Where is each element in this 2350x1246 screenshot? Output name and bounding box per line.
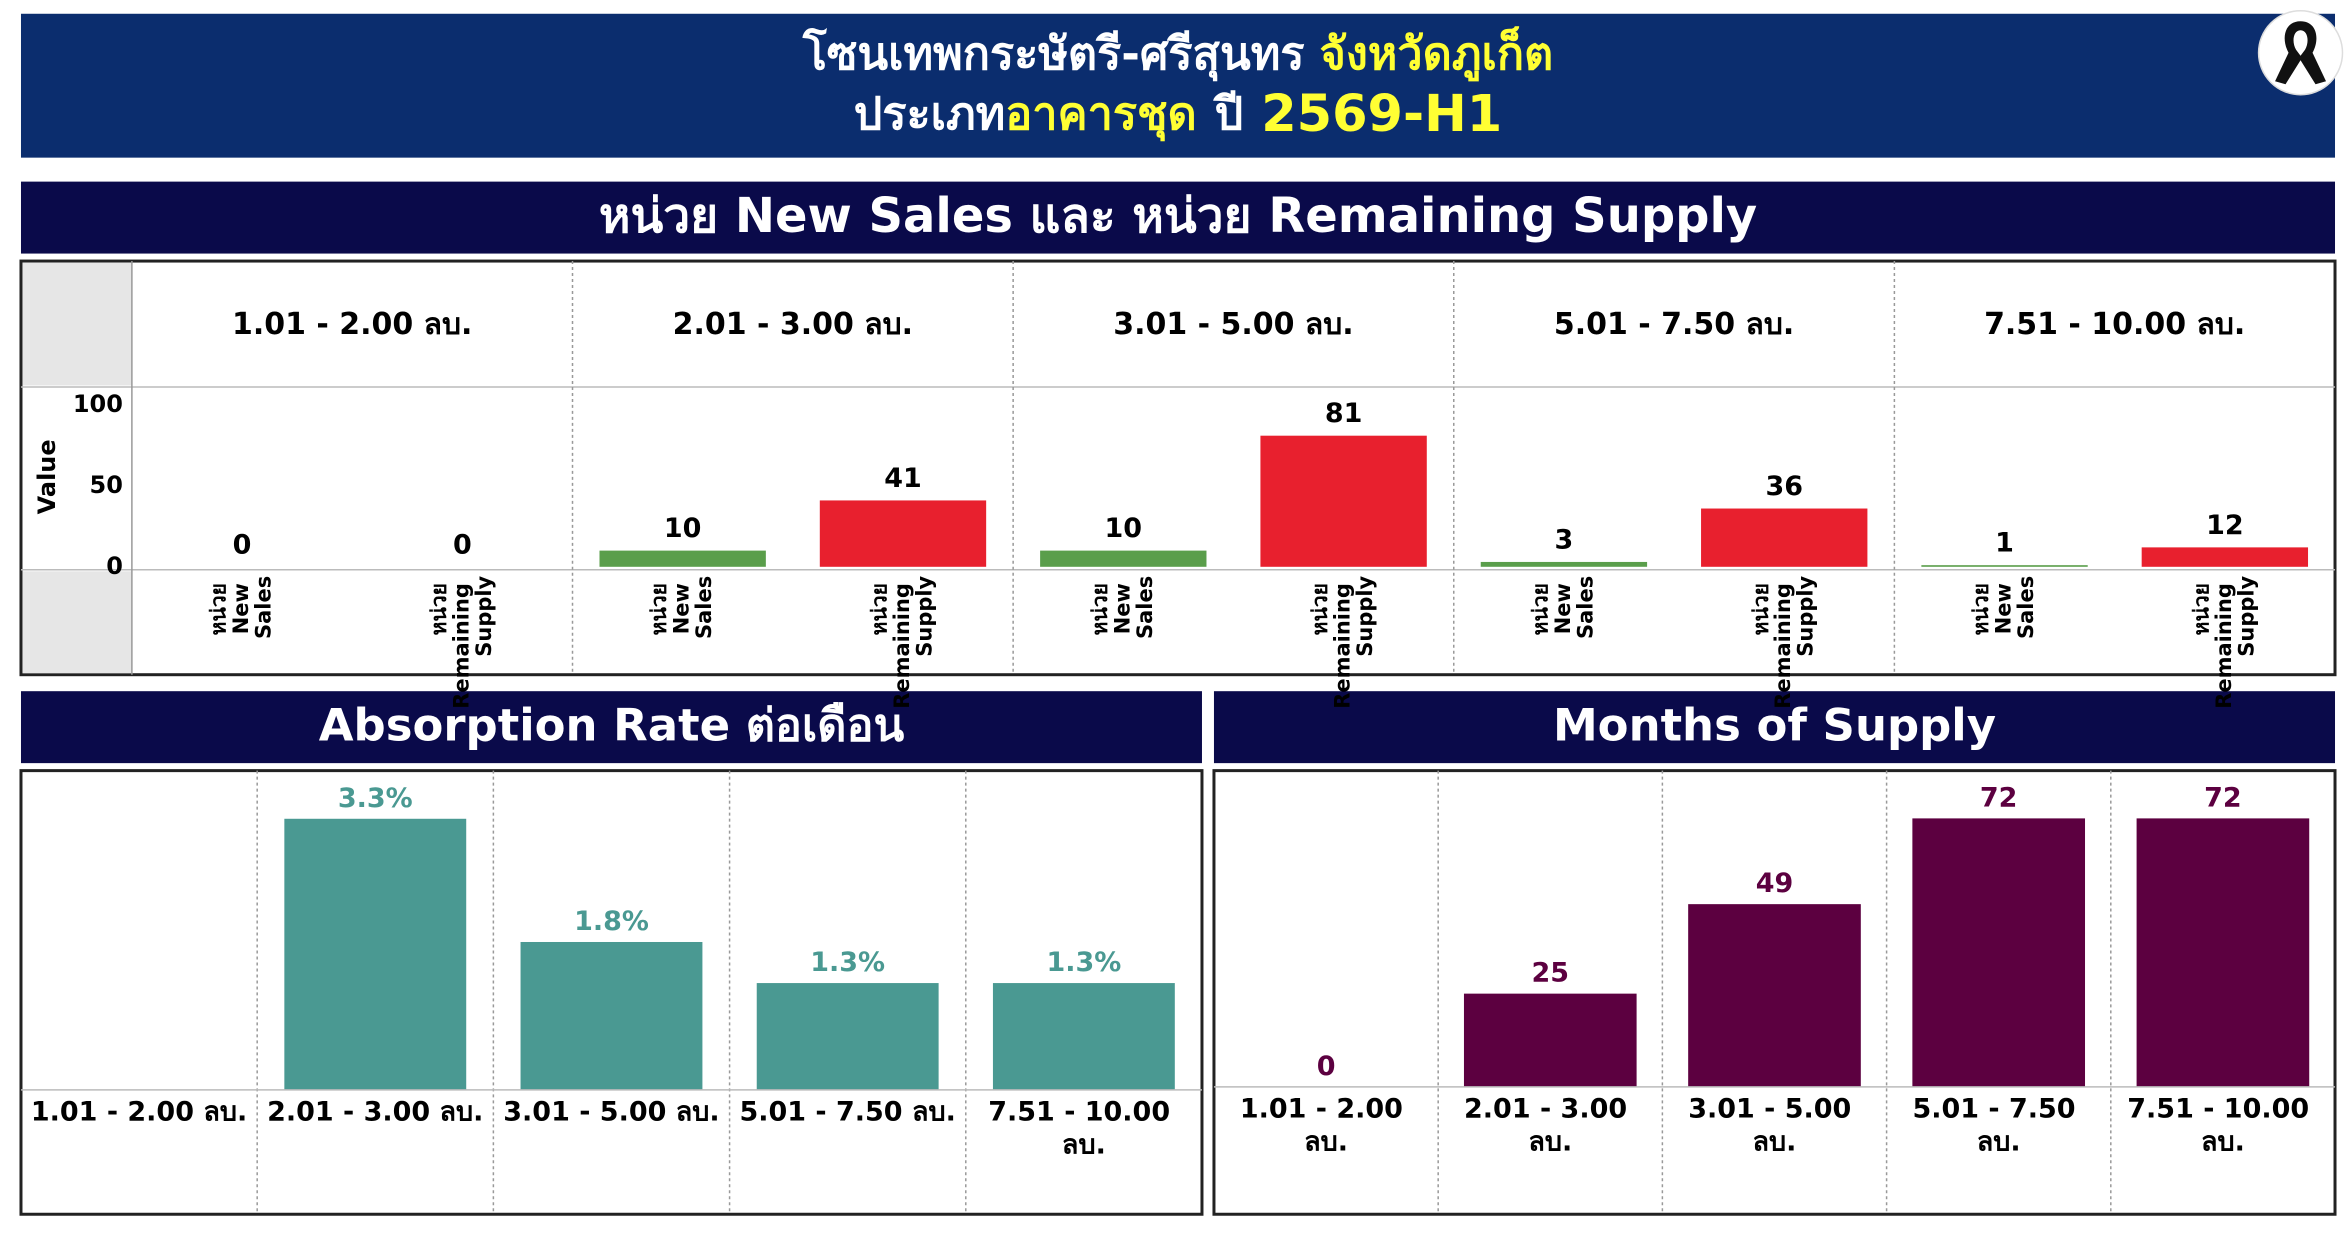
bar (1260, 435, 1427, 567)
x-tick-label: 1.01 - 2.00 ลบ. (31, 1096, 247, 1127)
section-title-band (20, 181, 2336, 254)
header-highlight: 2569-H1 (1261, 85, 1502, 144)
chart-title: หน่วย New Sales และ หน่วย Remaining Supp… (599, 188, 1757, 244)
y-tick-label: 100 (73, 390, 123, 418)
chart-frame (19, 259, 2337, 677)
header-text: โซนเทพกระษัตรี-ศรีสุนทร (802, 27, 1305, 82)
x-tick-label: หน่วย Remaining Supply (868, 575, 937, 708)
bar (520, 941, 703, 1090)
chart-title: Months of Supply (1553, 699, 1996, 752)
value-label: 10 (1105, 513, 1143, 544)
ribbon-icon (2275, 21, 2327, 85)
value-label: 72 (1980, 782, 2018, 813)
bar (1480, 561, 1648, 567)
x-tick-label: 5.01 - 7.50 ลบ. (1912, 1093, 2084, 1157)
x-tick-label: 3.01 - 5.00 ลบ. (503, 1096, 719, 1127)
value-label: 1.3% (810, 947, 885, 978)
value-label: 81 (1325, 398, 1363, 429)
bar (1040, 550, 1207, 567)
corner-cell (22, 571, 132, 674)
x-tick-label: หน่วย Remaining Supply (1749, 575, 1818, 708)
x-tick-label: 7.51 - 10.00 ลบ. (988, 1096, 1179, 1160)
y-tick-label: 0 (106, 552, 123, 580)
corner-cell (22, 262, 132, 386)
x-tick-label: 7.51 - 10.00 ลบ. (2127, 1093, 2318, 1157)
value-label: 3.3% (338, 783, 413, 814)
value-label: 72 (2204, 782, 2242, 813)
facet-label: 5.01 - 7.50 ลบ. (1554, 307, 1794, 342)
x-tick-label: 2.01 - 3.00 ลบ. (1464, 1093, 1636, 1157)
value-label: 49 (1756, 868, 1794, 899)
bar (1921, 565, 2088, 567)
x-tick-label: 1.01 - 2.00 ลบ. (1240, 1093, 1412, 1157)
section-title-band (20, 691, 1202, 764)
x-tick-label: หน่วย New Sales (1528, 576, 1597, 639)
x-tick-label: หน่วย New Sales (207, 576, 276, 639)
header-line2: ประเภทอาคารชุด ปี 2569-H1 (854, 85, 1502, 144)
header-text: ประเภท (854, 87, 1005, 140)
header-text: ปี (1213, 87, 1243, 140)
x-tick-label: 3.01 - 5.00 ลบ. (1688, 1093, 1860, 1157)
header-highlight: จังหวัดภูเก็ต (1319, 26, 1553, 82)
header-highlight: อาคารชุด (1005, 87, 1196, 142)
value-label: 0 (1317, 1051, 1336, 1082)
facet-label: 7.51 - 10.00 ลบ. (1984, 307, 2245, 342)
section-title-band (1213, 691, 2336, 764)
x-tick-label: หน่วย New Sales (1088, 576, 1157, 639)
x-tick-label: 2.01 - 3.00 ลบ. (267, 1096, 483, 1127)
bar (2136, 818, 2310, 1087)
x-tick-label: หน่วย New Sales (1969, 576, 2038, 639)
y-tick-label: 50 (90, 471, 123, 499)
bar (1688, 904, 1861, 1087)
value-label: 0 (453, 529, 472, 560)
bar (2141, 547, 2309, 567)
value-label: 10 (664, 513, 702, 544)
x-tick-label: 5.01 - 7.50 ลบ. (740, 1096, 956, 1127)
bar (599, 550, 766, 567)
bar (992, 983, 1175, 1090)
bar (1701, 508, 1868, 567)
bar (756, 983, 939, 1090)
bar (284, 818, 467, 1090)
value-label: 1.3% (1046, 947, 1121, 978)
x-tick-label: หน่วย Remaining Supply (2189, 575, 2258, 708)
bar (819, 500, 987, 567)
value-label: 41 (884, 463, 922, 494)
header-line1: โซนเทพกระษัตรี-ศรีสุนทร จังหวัดภูเก็ต (802, 26, 1554, 82)
header-band (20, 13, 2336, 158)
x-tick-label: หน่วย Remaining Supply (427, 575, 496, 708)
facet-label: 1.01 - 2.00 ลบ. (232, 307, 472, 342)
chart-title: Absorption Rate ต่อเดือน (319, 699, 905, 752)
x-tick-label: หน่วย Remaining Supply (1308, 575, 1377, 708)
y-axis-label: Value (33, 439, 61, 514)
value-label: 36 (1765, 471, 1803, 502)
value-label: 0 (233, 529, 252, 560)
value-label: 25 (1532, 958, 1570, 989)
x-tick-label: หน่วย New Sales (647, 576, 716, 639)
facet-label: 2.01 - 3.00 ลบ. (673, 307, 913, 342)
value-label: 12 (2206, 510, 2244, 541)
value-label: 1 (1995, 528, 2014, 559)
value-label: 3 (1555, 524, 1574, 555)
facet-label: 3.01 - 5.00 ลบ. (1113, 307, 1353, 342)
value-label: 1.8% (574, 906, 649, 937)
bar (1912, 818, 2086, 1087)
bar (1463, 993, 1637, 1087)
